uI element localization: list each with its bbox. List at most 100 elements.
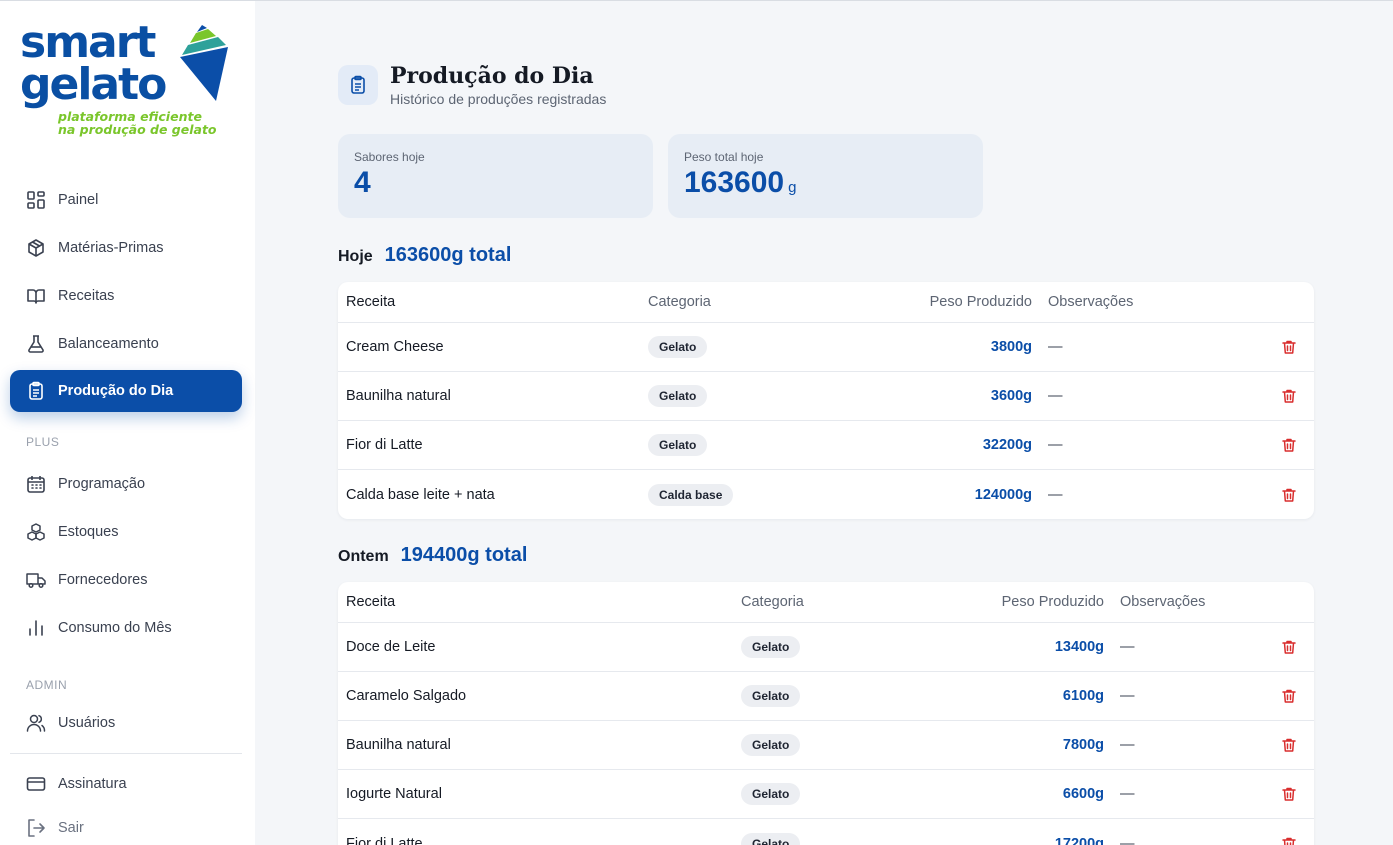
- stat-card-flavors: Sabores hoje 4: [338, 134, 653, 218]
- box-icon: [26, 238, 46, 258]
- truck-icon: [26, 570, 46, 590]
- weight-value: 6100g: [1062, 688, 1104, 704]
- sidebar-item-balanceamento[interactable]: Balanceamento: [10, 323, 242, 365]
- sidebar: smart gelato plataforma eficiente na pro…: [0, 1, 255, 845]
- column-header-category[interactable]: Categoria: [741, 594, 804, 610]
- clipboard-icon: [338, 65, 378, 105]
- table-body: Cream Cheese Gelato 3800g — Baunilha natural…: [338, 323, 1314, 519]
- sidebar-item-label: Produção do Dia: [58, 383, 174, 399]
- table-row[interactable]: Baunilha natural Gelato 3600g —: [338, 372, 1314, 421]
- stat-value-row: 163600 g: [684, 166, 967, 200]
- trash-icon[interactable]: [1281, 836, 1297, 845]
- credit-card-icon: [26, 774, 46, 794]
- trash-icon[interactable]: [1281, 388, 1297, 404]
- notes-value: —: [1120, 786, 1135, 802]
- bar-chart-icon: [26, 618, 46, 638]
- category-cell: Calda base: [648, 483, 848, 506]
- delete-cell: [1135, 836, 1315, 845]
- sidebar-item-receitas[interactable]: Receitas: [10, 275, 242, 317]
- notes-value: —: [1120, 835, 1135, 845]
- category-cell: Gelato: [741, 685, 921, 707]
- sidebar-item-assinatura[interactable]: Assinatura: [10, 763, 242, 805]
- sidebar-section-admin: ADMIN: [26, 678, 68, 692]
- sidebar-item-usuarios[interactable]: Usuários: [10, 702, 242, 744]
- column-header-weight[interactable]: Peso Produzido: [929, 294, 1032, 310]
- table-row[interactable]: Caramelo Salgado Gelato 6100g —: [338, 672, 1314, 721]
- recipe-name: Baunilha natural: [346, 737, 451, 753]
- recipe-name: Fior di Latte: [346, 437, 423, 453]
- sidebar-item-producao-do-dia[interactable]: Produção do Dia: [10, 370, 242, 412]
- trash-icon[interactable]: [1281, 437, 1297, 453]
- sidebar-divider: [10, 753, 242, 754]
- column-header-notes[interactable]: Observações: [1120, 594, 1206, 610]
- category-badge: Calda base: [648, 483, 734, 506]
- log-out-icon: [26, 818, 46, 838]
- table-row[interactable]: Doce de Leite Gelato 13400g —: [338, 623, 1314, 672]
- recipe-name: Cream Cheese: [346, 339, 444, 355]
- category-badge: Gelato: [741, 832, 801, 845]
- weight-value: 3600g: [990, 388, 1032, 404]
- sidebar-item-sair[interactable]: Sair: [10, 807, 242, 845]
- table-row[interactable]: Calda base leite + nata Calda base 124000g…: [338, 470, 1314, 519]
- sidebar-item-fornecedores[interactable]: Fornecedores: [10, 559, 242, 601]
- column-header-recipe[interactable]: Receita: [346, 294, 396, 310]
- stat-value: 163600: [684, 166, 785, 199]
- category-badge: Gelato: [741, 685, 801, 707]
- group-header-yesterday: Ontem 194400g total: [338, 544, 527, 567]
- category-cell: Gelato: [648, 385, 848, 407]
- logo-tagline-1: plataforma eficiente: [58, 109, 202, 124]
- flask-icon: [26, 334, 46, 354]
- production-table-yesterday: Receita Categoria Peso Produzido Observa…: [338, 582, 1314, 845]
- group-header-today: Hoje 163600g total: [338, 244, 511, 267]
- recipe-name: Fior di Latte: [346, 835, 423, 845]
- brand-logo[interactable]: smart gelato plataforma eficiente na pro…: [20, 17, 235, 141]
- sidebar-item-painel[interactable]: Painel: [10, 179, 242, 221]
- clipboard-icon: [26, 381, 46, 401]
- sidebar-item-label: Receitas: [58, 288, 115, 304]
- category-cell: Gelato: [741, 636, 921, 658]
- logo-word-smart: smart: [20, 17, 156, 68]
- notes-value: —: [1120, 737, 1135, 753]
- column-header-weight[interactable]: Peso Produzido: [1001, 594, 1104, 610]
- sidebar-item-label: Balanceamento: [58, 336, 159, 352]
- category-badge: Gelato: [741, 636, 801, 658]
- book-open-icon: [26, 286, 46, 306]
- stat-label: Sabores hoje: [354, 150, 425, 164]
- table-row[interactable]: Cream Cheese Gelato 3800g —: [338, 323, 1314, 372]
- notes-value: —: [1048, 437, 1063, 453]
- delete-cell: [1063, 437, 1315, 453]
- category-cell: Gelato: [648, 434, 848, 456]
- category-badge: Gelato: [648, 336, 708, 358]
- column-header-recipe[interactable]: Receita: [346, 594, 396, 610]
- group-day: Ontem: [338, 548, 389, 565]
- delete-cell: [1135, 688, 1315, 704]
- trash-icon[interactable]: [1281, 688, 1297, 704]
- calendar-icon: [26, 474, 46, 494]
- weight-value: 13400g: [1054, 639, 1104, 655]
- sidebar-item-estoques[interactable]: Estoques: [10, 511, 242, 553]
- trash-icon[interactable]: [1281, 339, 1297, 355]
- table-row[interactable]: Baunilha natural Gelato 7800g —: [338, 721, 1314, 770]
- trash-icon[interactable]: [1281, 639, 1297, 655]
- table-row[interactable]: Iogurte Natural Gelato 6600g —: [338, 770, 1314, 819]
- sidebar-item-programacao[interactable]: Programação: [10, 463, 242, 505]
- trash-icon[interactable]: [1281, 737, 1297, 753]
- sidebar-item-materias-primas[interactable]: Matérias-Primas: [10, 227, 242, 269]
- page-subtitle: Histórico de produções registradas: [390, 91, 607, 107]
- sidebar-item-consumo-do-mes[interactable]: Consumo do Mês: [10, 607, 242, 649]
- logo-tagline-2: na produção de gelato: [58, 122, 217, 137]
- trash-icon[interactable]: [1281, 786, 1297, 802]
- sidebar-item-label: Programação: [58, 476, 146, 492]
- sidebar-item-label: Consumo do Mês: [58, 620, 172, 636]
- notes-value: —: [1120, 639, 1135, 655]
- table-row[interactable]: Fior di Latte Gelato 17200g —: [338, 819, 1314, 845]
- boxes-icon: [26, 522, 46, 542]
- recipe-name: Doce de Leite: [346, 639, 436, 655]
- table-row[interactable]: Fior di Latte Gelato 32200g —: [338, 421, 1314, 470]
- trash-icon[interactable]: [1281, 487, 1297, 503]
- delete-cell: [1063, 339, 1315, 355]
- column-header-notes[interactable]: Observações: [1048, 294, 1134, 310]
- delete-cell: [1135, 639, 1315, 655]
- category-badge: Gelato: [741, 783, 801, 805]
- column-header-category[interactable]: Categoria: [648, 294, 711, 310]
